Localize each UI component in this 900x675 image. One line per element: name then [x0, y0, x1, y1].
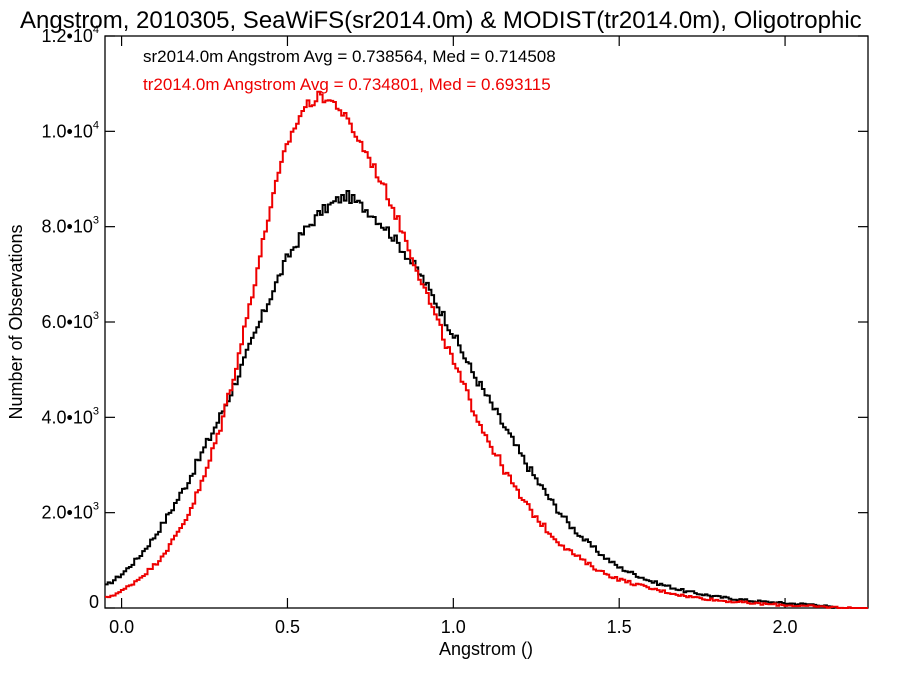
y-tick-label: 4.0•103 — [42, 405, 99, 427]
y-tick-exponent: 3 — [93, 215, 99, 227]
y-tick-label: 8.0•103 — [42, 215, 99, 237]
x-tick-label: 0.5 — [275, 617, 300, 637]
x-axis-label: Angstrom () — [439, 639, 533, 659]
y-axis: 02.0•1034.0•1036.0•1038.0•1031.0•1041.2•… — [42, 24, 868, 612]
series-line-tr2014 — [105, 90, 868, 609]
x-tick-label: 0.0 — [109, 617, 134, 637]
y-tick-mantissa: 1.0•10 — [42, 121, 93, 141]
chart-title: Angstrom, 2010305, SeaWiFS(sr2014.0m) & … — [20, 7, 862, 34]
y-tick-mantissa: 8.0•10 — [42, 217, 93, 237]
y-tick-exponent: 3 — [93, 405, 99, 417]
x-axis: 0.0 0.5 1.0 1.5 2.0 — [109, 36, 798, 637]
series-layer — [105, 90, 868, 609]
y-tick-label: 6.0•103 — [42, 310, 99, 332]
y-tick-mantissa: 0 — [89, 592, 99, 612]
y-tick-label: 0 — [89, 592, 99, 612]
y-tick-label: 1.2•104 — [42, 24, 99, 46]
y-tick-mantissa: 1.2•10 — [42, 26, 93, 46]
x-tick-label: 1.0 — [441, 617, 466, 637]
y-tick-label: 2.0•103 — [42, 501, 99, 523]
y-tick-exponent: 3 — [93, 501, 99, 513]
y-tick-mantissa: 4.0•10 — [42, 407, 93, 427]
y-tick-mantissa: 2.0•10 — [42, 503, 93, 523]
y-tick-exponent: 4 — [93, 119, 99, 131]
y-axis-label: Number of Observations — [6, 224, 26, 419]
x-tick-label: 2.0 — [773, 617, 798, 637]
y-tick-mantissa: 6.0•10 — [42, 312, 93, 332]
plot-frame — [104, 35, 869, 609]
x-tick-label: 1.5 — [607, 617, 632, 637]
legend-entry-sr2014: sr2014.0m Angstrom Avg = 0.738564, Med =… — [143, 47, 556, 66]
y-tick-exponent: 4 — [93, 24, 99, 36]
legend-entry-tr2014: tr2014.0m Angstrom Avg = 0.734801, Med =… — [143, 75, 551, 94]
y-tick-label: 1.0•104 — [42, 119, 99, 141]
y-tick-exponent: 3 — [93, 310, 99, 322]
